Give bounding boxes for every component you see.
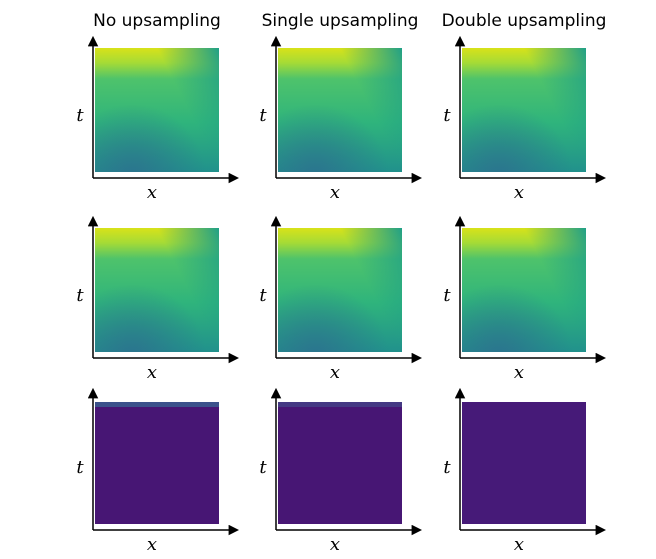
x-axis-label: x	[147, 362, 157, 383]
x-axis-label: x	[514, 362, 524, 383]
x-axis-label: x	[330, 362, 340, 383]
heatmap-corner	[278, 228, 402, 352]
heatmap-corner	[278, 48, 402, 172]
error-map	[95, 402, 219, 524]
x-axis-label: x	[514, 534, 524, 555]
error-edge	[278, 402, 402, 407]
error-map	[462, 402, 586, 524]
column-title: Double upsampling	[442, 11, 607, 31]
y-axis-label: t	[443, 105, 451, 126]
x-axis-label: x	[147, 534, 157, 555]
y-axis-label: t	[443, 457, 451, 478]
heatmap-corner	[462, 228, 586, 352]
heatmap-corner	[95, 228, 219, 352]
column-title: Single upsampling	[262, 11, 419, 31]
x-axis-label: x	[514, 182, 524, 203]
error-edge	[95, 402, 219, 407]
error-map	[278, 402, 402, 524]
y-axis-label: t	[259, 285, 267, 306]
heatmap-corner	[462, 48, 586, 172]
y-axis-label: t	[76, 105, 84, 126]
y-axis-label: t	[76, 457, 84, 478]
x-axis-label: x	[330, 534, 340, 555]
x-axis-label: x	[330, 182, 340, 203]
heatmap-corner	[95, 48, 219, 172]
y-axis-label: t	[259, 457, 267, 478]
y-axis-label: t	[76, 285, 84, 306]
y-axis-label: t	[443, 285, 451, 306]
column-title: No upsampling	[93, 11, 221, 31]
y-axis-label: t	[259, 105, 267, 126]
x-axis-label: x	[147, 182, 157, 203]
